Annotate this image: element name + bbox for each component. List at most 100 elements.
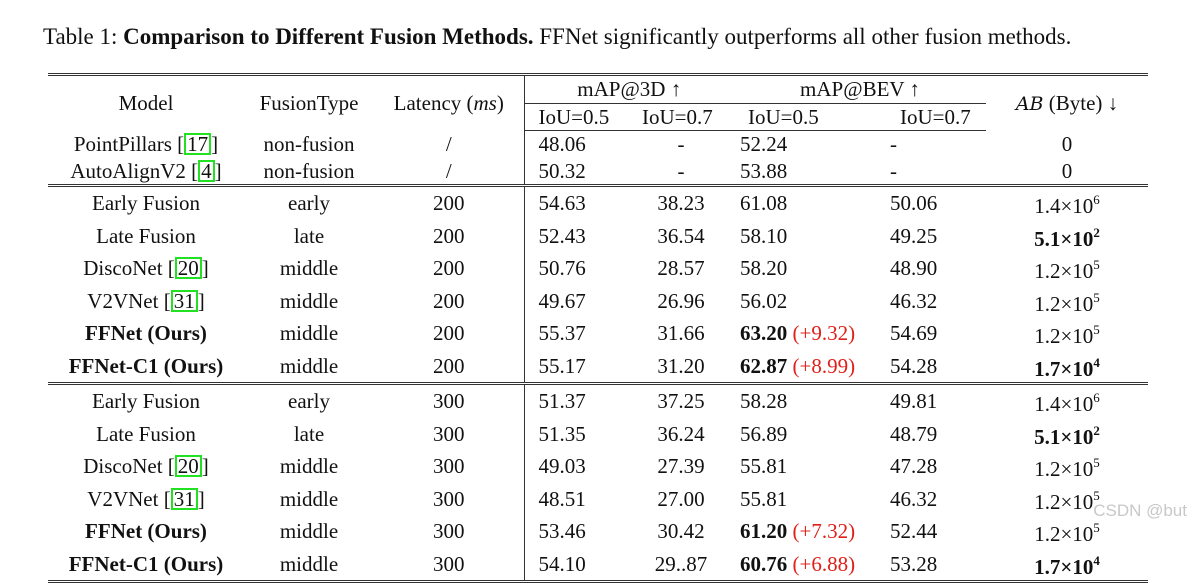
- cell-mapbev-iou05: 62.87 (+8.99): [740, 353, 856, 378]
- cell-mapbev-iou05: 56.02: [740, 288, 788, 313]
- table-row: DiscoNet [20] middle 300 49.03 27.39 55.81 47.…: [48, 450, 1148, 483]
- cell-ab: 0: [1061, 131, 1073, 156]
- table-row: FFNet-C1 (Ours) middle 300 54.10 29..87 60.76…: [48, 547, 1148, 583]
- table-row: FFNet (Ours) middle 300 53.46 30.42 61.20 (+7…: [48, 515, 1148, 548]
- cell-map3d-iou07: 38.23: [628, 184, 734, 220]
- cell-map3d-iou07: 28.57: [657, 256, 705, 280]
- citation-link[interactable]: 17: [184, 132, 212, 155]
- cell-map3d-iou05: 49.67: [523, 284, 628, 317]
- caption-text: FFNet significantly outperforms all othe…: [539, 24, 1072, 49]
- cell-ab: 1.2×105: [1034, 289, 1100, 316]
- cell-map3d-iou05: 55.17: [523, 349, 628, 384]
- cell-model: FFNet (Ours): [85, 321, 207, 345]
- improvement-delta: (+7.32): [792, 519, 856, 543]
- cell-mapbev-iou05: 58.28: [734, 382, 886, 418]
- cell-mapbev-iou05: 52.24: [740, 132, 788, 156]
- cell-map3d-iou05: 54.10: [523, 547, 628, 583]
- table-row: V2VNet [31] middle 200 49.67 26.96 56.02 46.32…: [48, 284, 1148, 317]
- cell-latency: 200: [433, 256, 465, 280]
- cell-fusion-type: middle: [279, 519, 339, 543]
- cell-latency: 300: [433, 454, 465, 478]
- citation-link[interactable]: 20: [174, 257, 202, 279]
- citation-link[interactable]: 31: [170, 289, 198, 312]
- cell-map3d-iou07: 26.96: [657, 288, 705, 313]
- improvement-delta: (+8.99): [792, 353, 856, 378]
- cell-ab: 1.2×105: [1034, 455, 1100, 481]
- table-caption: Table 1: Comparison to Different Fusion …: [43, 24, 1071, 50]
- cell-fusion-type: middle: [244, 547, 374, 583]
- cell-mapbev-iou05: 58.10: [740, 223, 788, 248]
- cell-map3d-iou07: 29..87: [628, 547, 734, 583]
- cell-model: Late Fusion: [96, 223, 196, 248]
- citation-link[interactable]: 31: [170, 487, 198, 510]
- header-map3d: mAP@3D ↑: [523, 73, 734, 104]
- comparison-table: Model FusionType Latency (ms) mAP@3D ↑ m…: [48, 73, 1148, 583]
- table-row: AutoAlignV2 [4] non-fusion / 50.32 - 53.88 - 0: [48, 157, 1148, 186]
- cell-ab: 1.4×106: [986, 184, 1148, 220]
- cell-mapbev-iou05: 55.81: [740, 486, 788, 511]
- cell-mapbev-iou07: -: [890, 158, 897, 183]
- cell-model: Early Fusion: [48, 382, 244, 418]
- header-bev-iou05: IoU=0.5: [734, 103, 886, 131]
- cell-fusion-type: non-fusion: [263, 158, 355, 183]
- cell-fusion-type: middle: [279, 321, 339, 345]
- cell-model: FFNet (Ours): [85, 519, 207, 543]
- table-row: Late Fusion late 200 52.43 36.54 58.10 49.25 5.…: [48, 219, 1148, 252]
- cell-map3d-iou07: -: [677, 158, 685, 183]
- cell-ab: 1.7×104: [1034, 354, 1100, 381]
- cell-map3d-iou07: 31.66: [657, 321, 705, 345]
- cell-map3d-iou05: 50.76: [523, 252, 628, 285]
- cell-model: DiscoNet [20]: [83, 256, 209, 280]
- cell-model: FFNet-C1 (Ours): [48, 547, 244, 583]
- cell-map3d-iou07: 36.54: [657, 223, 705, 248]
- cell-model: AutoAlignV2 [4]: [70, 158, 222, 183]
- cell-model: FFNet-C1 (Ours): [68, 353, 224, 378]
- cell-ab: 5.1×102: [1034, 422, 1100, 449]
- cell-ab: 1.2×105: [1034, 257, 1100, 283]
- cell-mapbev-iou05: 61.20 (+7.32): [740, 519, 856, 543]
- cell-latency: 200: [433, 321, 465, 345]
- cell-model: V2VNet [31]: [87, 486, 205, 511]
- cell-fusion-type: late: [293, 421, 325, 446]
- cell-mapbev-iou07: 50.06: [886, 184, 986, 220]
- cell-mapbev-iou07: 49.81: [886, 382, 986, 418]
- improvement-delta: (+6.88): [792, 551, 856, 576]
- table-row: Early Fusion early 200 54.63 38.23 61.08 50.06…: [48, 184, 1148, 220]
- cell-latency: 300: [433, 519, 465, 543]
- cell-map3d-iou05: 54.63: [523, 184, 628, 220]
- cell-map3d-iou05: 48.06: [523, 130, 628, 158]
- cell-mapbev-iou07: 46.32: [890, 288, 938, 313]
- cell-latency: 300: [433, 421, 465, 446]
- cell-latency: 200: [433, 353, 465, 378]
- header-fusion-type: FusionType: [244, 73, 374, 131]
- watermark: CSDN @but: [1093, 501, 1187, 520]
- cell-mapbev-iou07: 48.90: [890, 256, 938, 280]
- cell-mapbev-iou07: 47.28: [890, 454, 938, 478]
- table-row: Late Fusion late 300 51.35 36.24 56.89 48.79 5.…: [48, 417, 1148, 450]
- cell-map3d-iou05: 52.43: [523, 219, 628, 252]
- cell-mapbev-iou07: 48.79: [890, 421, 938, 446]
- table-row: FFNet-C1 (Ours) middle 200 55.17 31.20 62.87 …: [48, 349, 1148, 384]
- citation-link[interactable]: 4: [198, 159, 215, 182]
- cell-mapbev-iou05: 56.89: [740, 421, 788, 446]
- cell-ab: 1.2×105: [1034, 322, 1100, 348]
- cell-map3d-iou07: 36.24: [657, 421, 705, 446]
- caption-label: Table 1:: [43, 24, 118, 49]
- cell-mapbev-iou07: 54.28: [890, 353, 938, 378]
- cell-map3d-iou07: 27.39: [657, 454, 705, 478]
- header-3d-iou05: IoU=0.5: [523, 103, 628, 131]
- cell-latency: 300: [374, 382, 524, 418]
- cell-ab: 5.1×102: [1034, 224, 1100, 251]
- table-row: PointPillars [17] non-fusion / 48.06 - 52.24 -…: [48, 130, 1148, 158]
- cell-fusion-type: early: [244, 184, 374, 220]
- citation-link[interactable]: 20: [174, 455, 202, 477]
- cell-mapbev-iou07: 46.32: [890, 486, 938, 511]
- caption-title: Comparison to Different Fusion Methods.: [123, 24, 534, 49]
- cell-map3d-iou07: 27.00: [657, 486, 705, 511]
- cell-latency: 300: [374, 547, 524, 583]
- cell-ab: 1.7×104: [986, 547, 1148, 583]
- header-model: Model: [48, 73, 244, 131]
- cell-mapbev-iou05: 53.88: [740, 158, 788, 183]
- cell-fusion-type: middle: [279, 288, 339, 313]
- cell-mapbev-iou05: 58.20: [740, 256, 788, 280]
